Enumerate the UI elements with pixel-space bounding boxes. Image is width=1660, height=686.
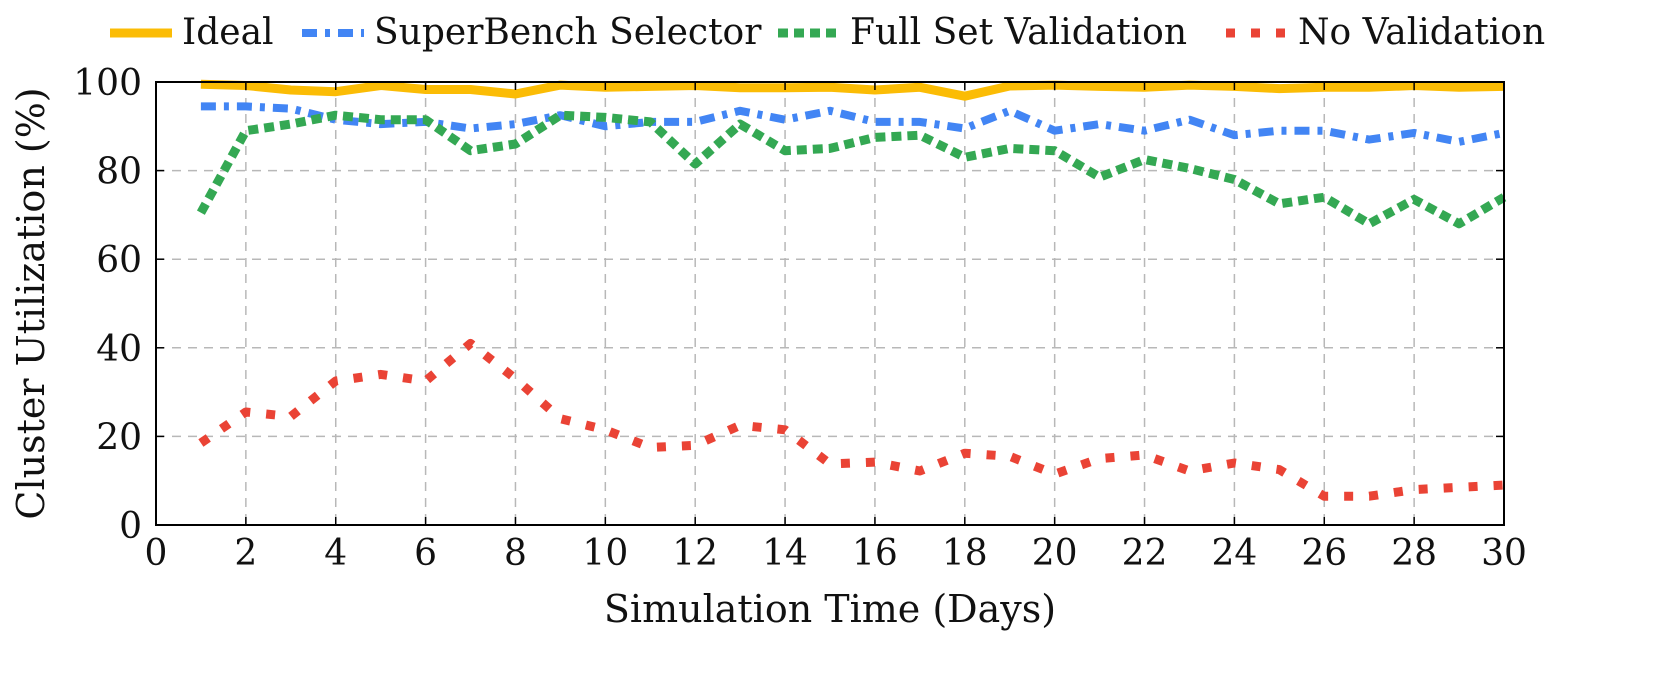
- x-tick-label: 0: [145, 533, 168, 574]
- x-tick-label: 26: [1301, 533, 1347, 574]
- x-tick-label: 22: [1122, 533, 1168, 574]
- x-tick-label: 20: [1032, 533, 1078, 574]
- series-line-ideal: [200, 79, 1505, 101]
- legend-label: Full Set Validation: [850, 12, 1187, 53]
- legend-item: No Validation: [1226, 12, 1545, 53]
- legend-item: Full Set Validation: [778, 12, 1187, 53]
- x-tick-label: 18: [942, 533, 988, 574]
- x-tick-label: 30: [1481, 533, 1527, 574]
- legend-item: SuperBench Selector: [302, 12, 762, 53]
- x-tick-label: 28: [1391, 533, 1437, 574]
- y-axis-label: Cluster Utilization (%): [9, 87, 53, 519]
- series-lines: [196, 79, 1507, 501]
- x-tick-label: 16: [852, 533, 898, 574]
- x-tick-label: 10: [582, 533, 628, 574]
- legend: Ideal SuperBench Selector Full Set Validat…: [110, 12, 1545, 53]
- y-tick-label: 0: [119, 506, 142, 547]
- legend-item: Ideal: [110, 12, 274, 53]
- y-tick-label: 100: [73, 63, 142, 104]
- x-axis-label: Simulation Time (Days): [604, 587, 1056, 631]
- x-tick-label: 4: [324, 533, 347, 574]
- legend-label: Ideal: [182, 12, 274, 53]
- legend-label: SuperBench Selector: [374, 12, 762, 53]
- grid-lines: [156, 82, 1504, 525]
- series-line-full-set-validation: [196, 110, 1507, 229]
- legend-label: No Validation: [1298, 12, 1545, 53]
- x-tick-label: 14: [762, 533, 808, 574]
- y-tick-label: 20: [96, 417, 142, 458]
- y-tick-label: 60: [96, 240, 142, 281]
- series-line-no-validation: [198, 338, 1505, 501]
- x-tick-label: 12: [672, 533, 718, 574]
- x-tick-label: 24: [1211, 533, 1257, 574]
- x-tick-label: 2: [234, 533, 257, 574]
- series-line-superbench-selector: [200, 102, 1505, 146]
- x-tick-label: 6: [414, 533, 437, 574]
- x-tick-label: 8: [504, 533, 527, 574]
- y-tick-label: 40: [96, 329, 142, 370]
- y-tick-label: 80: [96, 152, 142, 193]
- plot-frame: [155, 81, 1505, 526]
